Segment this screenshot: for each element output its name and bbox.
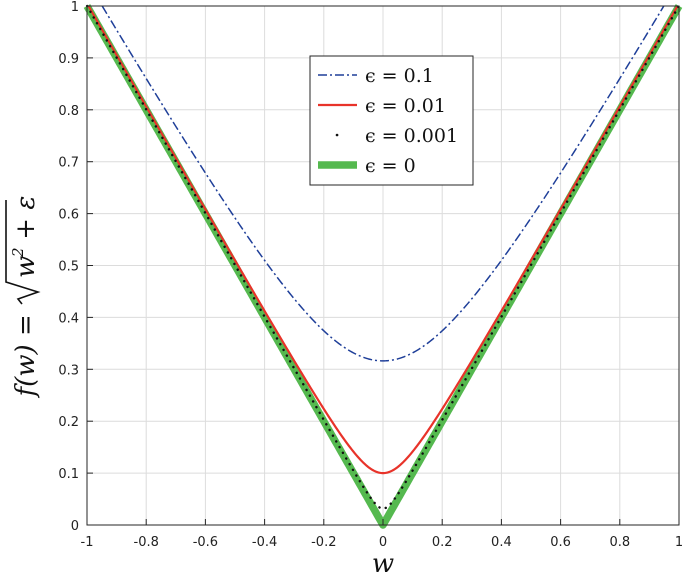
series-line bbox=[87, 5, 679, 475]
legend-label: ϵ = 0.01 bbox=[365, 95, 446, 117]
y-axis-title: f(w) = w 2 + ε bbox=[5, 196, 41, 398]
y-tick-label: 1 bbox=[71, 0, 79, 15]
x-axis-title: w bbox=[372, 549, 394, 578]
y-tick-label: 0.2 bbox=[58, 415, 79, 430]
legend-label: ϵ = 0 bbox=[365, 155, 416, 177]
x-tick-label: 0.6 bbox=[550, 535, 571, 550]
y-tick-label: 0 bbox=[71, 519, 79, 534]
y-tick-label: 0.4 bbox=[58, 311, 79, 326]
legend: ϵ = 0.1 ϵ = 0.01 ϵ = 0.001 ϵ = 0 bbox=[309, 55, 474, 186]
y-tick-label: 0.6 bbox=[58, 208, 79, 223]
x-tick-label: 0 bbox=[379, 535, 387, 550]
x-tick-label: -1 bbox=[81, 535, 94, 550]
series-line bbox=[85, 4, 681, 510]
x-tick-label: 0.4 bbox=[491, 535, 512, 550]
y-tick-label: 0.8 bbox=[58, 104, 79, 119]
y-axis-title-tail: + ε bbox=[11, 196, 41, 248]
y-tick-label: 0.7 bbox=[58, 156, 79, 171]
x-tick-label: 0.8 bbox=[609, 535, 630, 550]
x-tick-label: 0.2 bbox=[432, 535, 453, 550]
x-tick-label: -0.4 bbox=[252, 535, 277, 550]
legend-label: ϵ = 0.001 bbox=[365, 125, 458, 147]
y-tick-label: 0.9 bbox=[58, 52, 79, 67]
radical-sign bbox=[5, 200, 41, 305]
ticks: -1 -0.8 -0.6 -0.4 -0.2 0 0.2 0.4 0.6 0.8 1 0 0.1 0.2 0… bbox=[58, 0, 683, 550]
y-axis-title-lhs: f(w) = bbox=[11, 306, 41, 398]
x-tick-label: -0.6 bbox=[193, 535, 218, 550]
series-line bbox=[101, 5, 665, 362]
x-tick-label: -0.2 bbox=[311, 535, 336, 550]
y-axis-title-exponent: 2 bbox=[9, 247, 27, 258]
y-tick-label: 0.3 bbox=[58, 363, 79, 378]
y-axis-title-radicand: w bbox=[11, 256, 41, 278]
x-tick-label: -0.8 bbox=[134, 535, 159, 550]
y-tick-label: 0.1 bbox=[58, 467, 79, 482]
legend-label: ϵ = 0.1 bbox=[365, 65, 434, 87]
y-tick-label: 0.5 bbox=[58, 260, 79, 275]
x-tick-label: 1 bbox=[675, 535, 683, 550]
